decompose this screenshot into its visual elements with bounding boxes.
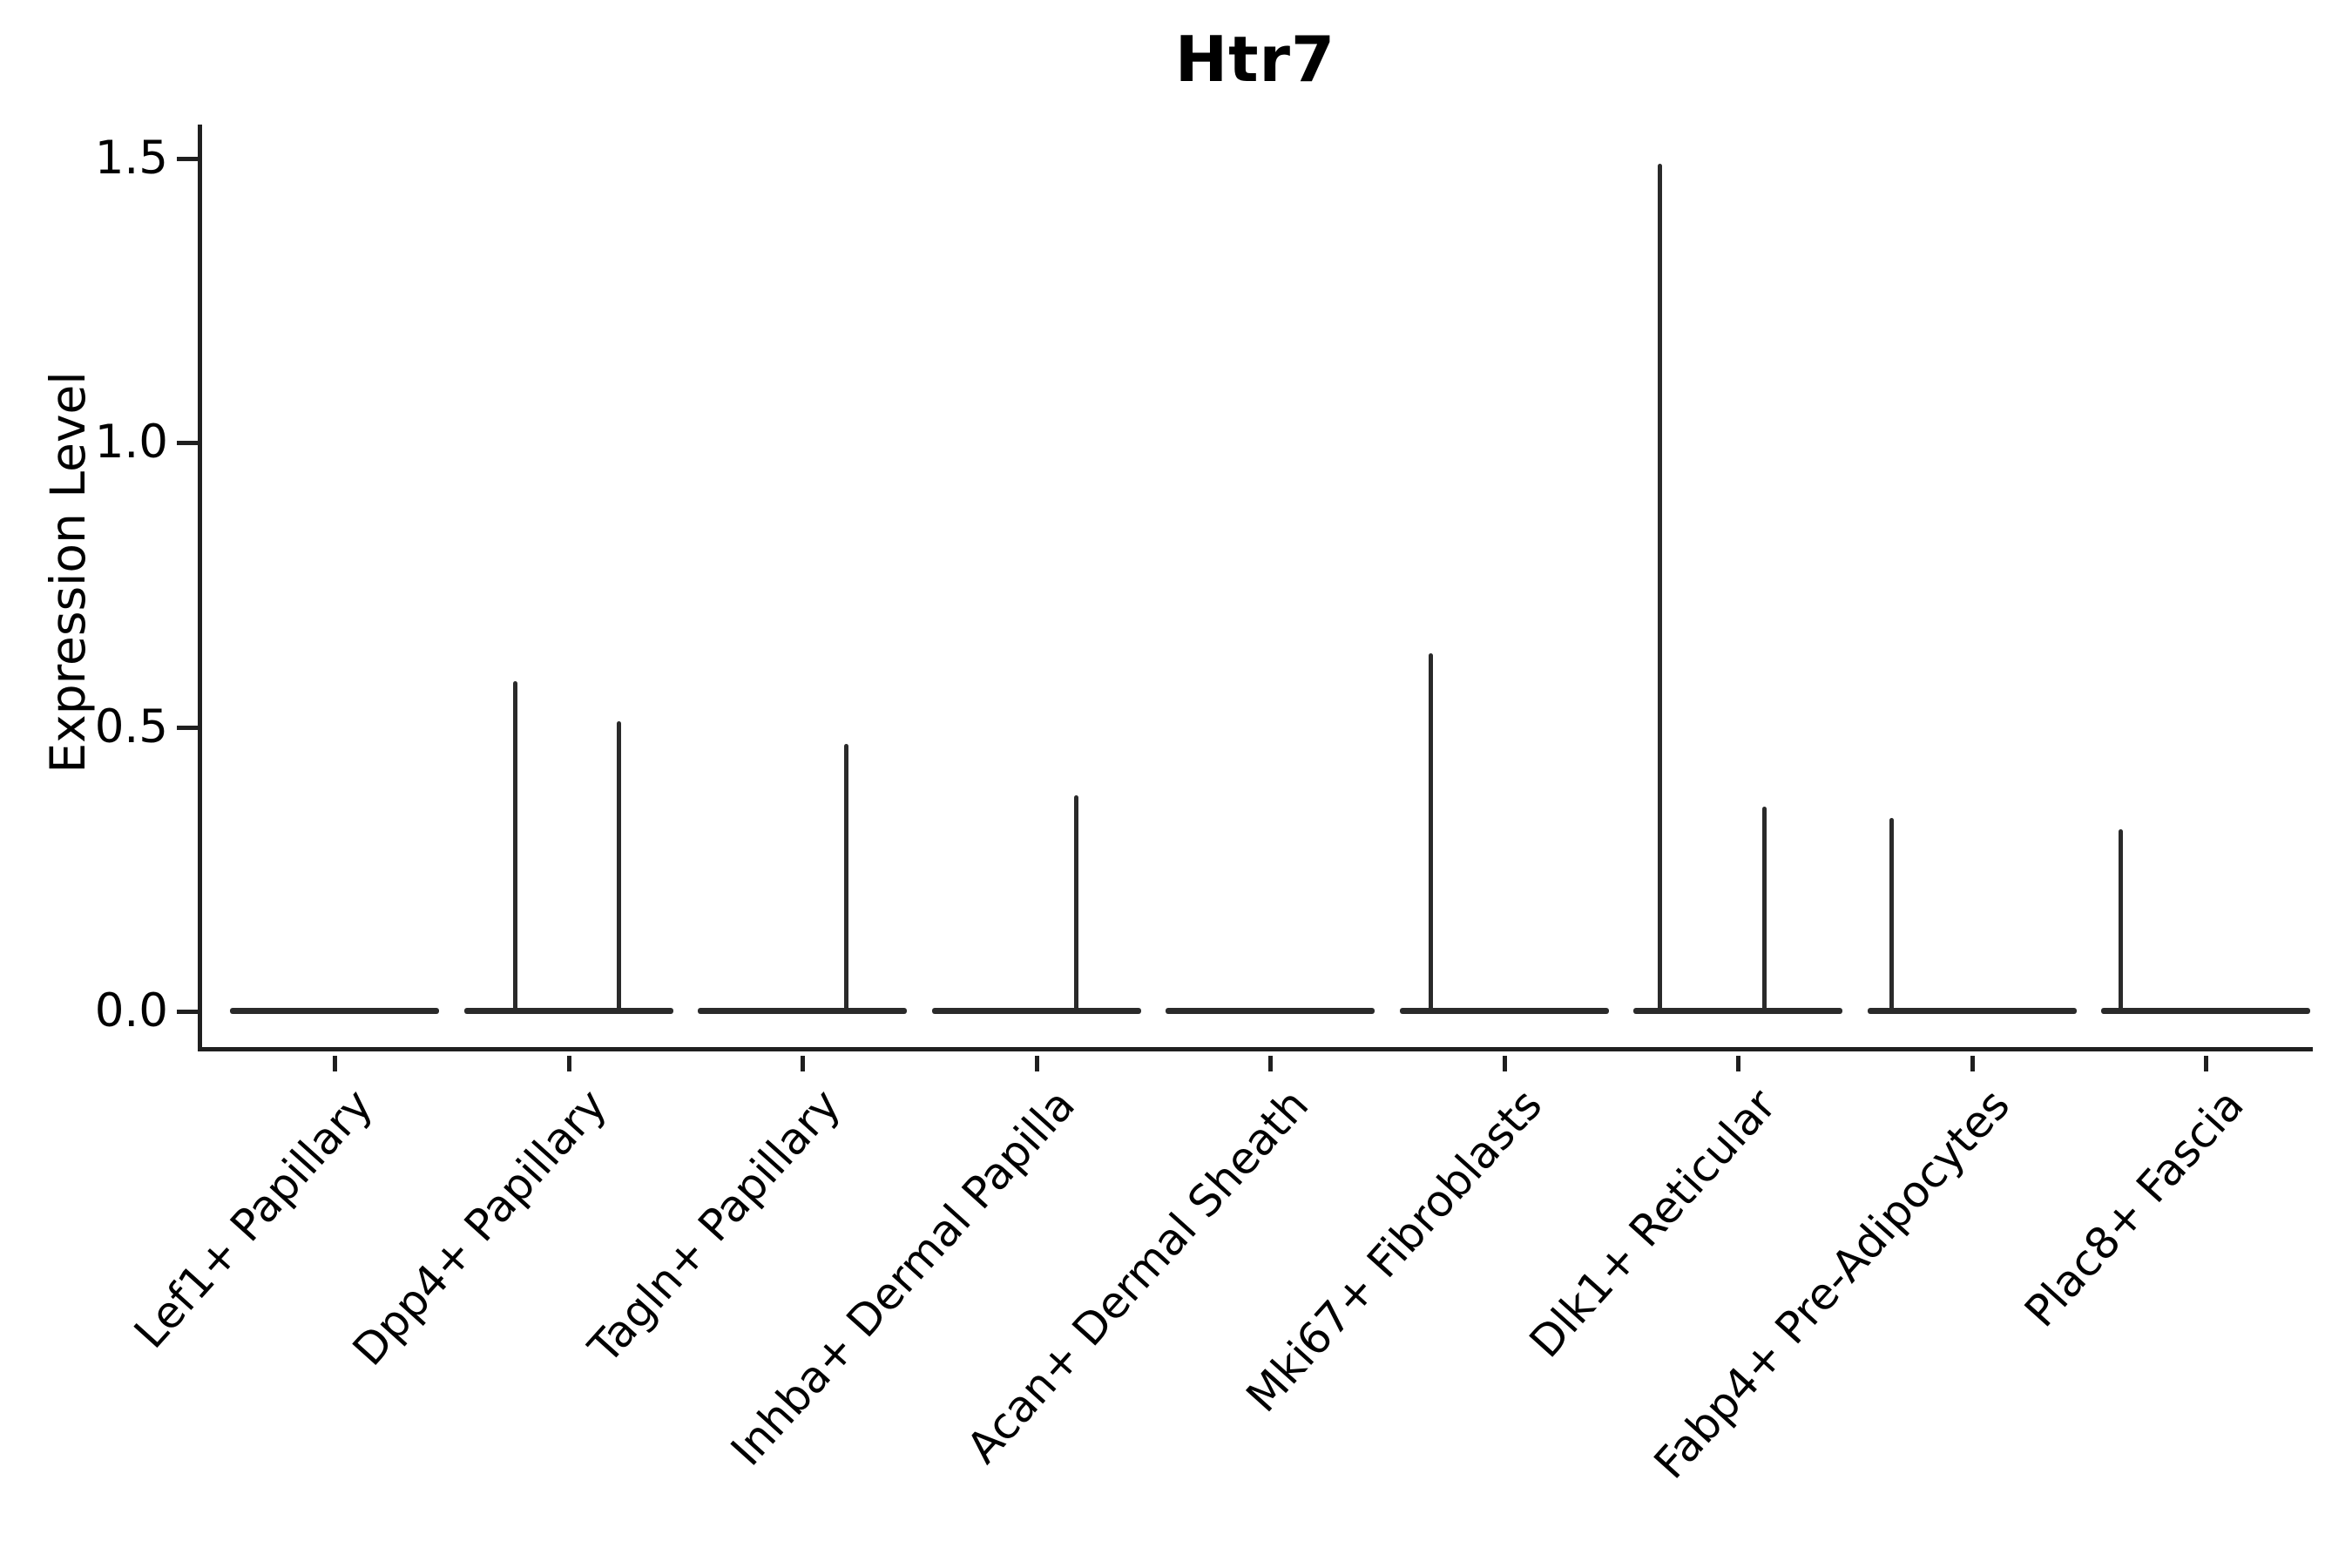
x-tick-mark (2204, 1056, 2208, 1071)
y-tick-mark (177, 725, 198, 730)
y-tick-label: 1.5 (94, 131, 168, 185)
violin-spike (1428, 652, 1433, 1014)
x-tick-label: Plac8+ Fascia (2015, 1079, 2254, 1337)
violin-baseline (1166, 1008, 1375, 1014)
violin-baseline (1867, 1008, 2077, 1014)
plot-area (198, 125, 2313, 1051)
violin-baseline (698, 1008, 907, 1014)
y-tick-label: 1.0 (94, 416, 168, 469)
y-tick-mark (177, 1010, 198, 1014)
x-tick-label: Dpp4+ Papillary (342, 1079, 617, 1375)
violin-spike (844, 744, 848, 1014)
x-tick-mark (1268, 1056, 1273, 1071)
violin-spike (616, 720, 621, 1014)
violin-spike (1889, 817, 1894, 1014)
violin-spike (1762, 806, 1767, 1014)
violin-baseline (1399, 1008, 1609, 1014)
y-tick-label: 0.0 (94, 984, 168, 1037)
y-tick-mark (177, 156, 198, 161)
x-tick-label: Lef1+ Papillary (125, 1079, 383, 1358)
x-tick-mark (801, 1056, 805, 1071)
violin-baseline (230, 1008, 439, 1014)
x-tick-mark (1034, 1056, 1039, 1071)
violin-baseline (1633, 1008, 1842, 1014)
violin-baseline (463, 1008, 673, 1014)
x-tick-label: Tagln+ Papillary (578, 1079, 851, 1373)
violin-spike (1073, 794, 1078, 1014)
violin-spike (512, 681, 517, 1014)
y-tick-label: 0.5 (94, 700, 168, 754)
y-tick-mark (177, 441, 198, 445)
x-tick-label: Dlk1+ Reticular (1519, 1079, 1787, 1368)
chart-title: Htr7 (1174, 23, 1336, 96)
x-tick-mark (1736, 1056, 1740, 1071)
violin-baseline (931, 1008, 1141, 1014)
x-tick-mark (1970, 1056, 1975, 1071)
x-tick-mark (566, 1056, 571, 1071)
x-tick-mark (1502, 1056, 1507, 1071)
violin-spike (1658, 164, 1662, 1014)
violin-spike (2119, 829, 2123, 1014)
x-tick-mark (333, 1056, 337, 1071)
violin-baseline (2101, 1008, 2310, 1014)
